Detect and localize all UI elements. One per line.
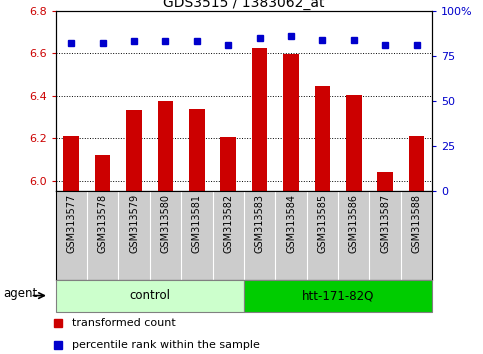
Bar bbox=[63, 136, 79, 191]
Text: GSM313582: GSM313582 bbox=[223, 194, 233, 253]
Bar bbox=[189, 109, 205, 191]
Text: agent: agent bbox=[3, 287, 37, 301]
Text: GSM313580: GSM313580 bbox=[160, 194, 170, 253]
Text: GSM313577: GSM313577 bbox=[66, 194, 76, 253]
Bar bbox=[95, 155, 111, 191]
Text: GSM313588: GSM313588 bbox=[412, 194, 422, 253]
Bar bbox=[244, 280, 432, 312]
Text: transformed count: transformed count bbox=[72, 318, 176, 329]
Bar bbox=[56, 280, 244, 312]
Text: GSM313579: GSM313579 bbox=[129, 194, 139, 253]
Text: GSM313581: GSM313581 bbox=[192, 194, 202, 253]
Bar bbox=[283, 54, 299, 191]
Text: control: control bbox=[129, 289, 170, 302]
Text: GSM313584: GSM313584 bbox=[286, 194, 296, 253]
Text: GSM313578: GSM313578 bbox=[98, 194, 108, 253]
Text: GSM313587: GSM313587 bbox=[380, 194, 390, 253]
Title: GDS3515 / 1383062_at: GDS3515 / 1383062_at bbox=[163, 0, 325, 10]
Text: GSM313583: GSM313583 bbox=[255, 194, 265, 253]
Bar bbox=[346, 95, 362, 191]
Bar bbox=[157, 101, 173, 191]
Bar bbox=[126, 110, 142, 191]
Bar bbox=[252, 48, 268, 191]
Text: htt-171-82Q: htt-171-82Q bbox=[302, 289, 374, 302]
Bar bbox=[409, 136, 425, 191]
Bar bbox=[377, 172, 393, 191]
Bar bbox=[220, 137, 236, 191]
Text: percentile rank within the sample: percentile rank within the sample bbox=[72, 339, 260, 350]
Bar bbox=[314, 86, 330, 191]
Text: GSM313585: GSM313585 bbox=[317, 194, 327, 253]
Text: GSM313586: GSM313586 bbox=[349, 194, 359, 253]
